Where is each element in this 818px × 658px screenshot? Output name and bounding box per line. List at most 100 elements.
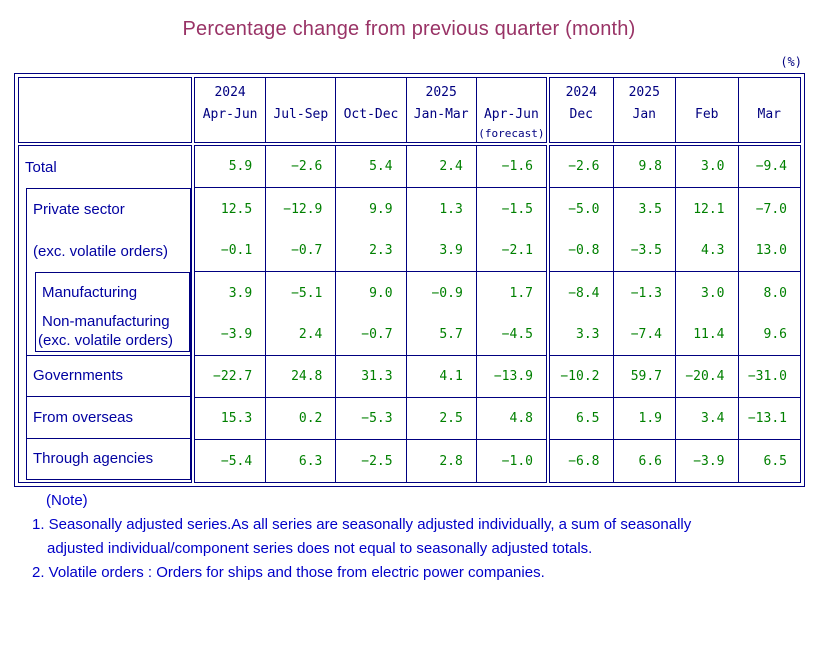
row-label-manufacturing: Manufacturing (42, 283, 138, 301)
data-cell: 8.0 (737, 272, 801, 314)
data-cell: −8.4 (568, 285, 600, 301)
col-period: Jan (632, 106, 656, 122)
col-period: Jul-Sep (273, 106, 329, 122)
row-total-quarters: 5.9 −2.6 5.4 2.4 −1.6 (195, 146, 546, 188)
month-values-body: −2.6 9.8 3.0 −9.4 −5.0 3.5 12.1 −7.0 −0.… (549, 145, 801, 483)
col-header-apr-jun-forecast: Apr-Jun (forecast) (475, 78, 546, 142)
quarter-values-body: 5.9 −2.6 5.4 2.4 −1.6 12.5 −12.9 9.9 1.3… (194, 145, 547, 483)
note-line-1: 1. Seasonally adjusted series.As all ser… (32, 516, 692, 533)
row-from-overseas-quarters: 15.3 0.2 −5.3 2.5 4.8 (195, 398, 546, 440)
data-cell: −5.3 (335, 398, 405, 439)
subcategory-box: Private sector (exc. volatile orders) Ma… (26, 188, 191, 480)
notes-heading: (Note) (46, 492, 88, 509)
row-from-overseas-months: 6.5 1.9 3.4 −13.1 (550, 398, 800, 440)
row-through-agencies-months: −6.8 6.6 −3.9 6.5 (550, 440, 800, 482)
row-private-sector-months: −5.0 3.5 12.1 −7.0 (550, 188, 800, 230)
data-cell: −2.6 (265, 146, 335, 187)
data-cell: −5.0 (568, 201, 600, 217)
data-cell: −6.8 (568, 453, 600, 469)
data-cell: −0.8 (568, 243, 600, 258)
data-cell: 1.3 (405, 188, 476, 230)
col-header-oct-dec: Oct-Dec (335, 78, 405, 142)
data-cell: −9.4 (737, 146, 801, 187)
data-cell: −13.1 (737, 398, 801, 439)
row-manufacturing-months: −8.4 −1.3 3.0 8.0 (550, 272, 800, 314)
data-cell: 1.7 (475, 272, 546, 314)
row-label-column: Total Private sector (exc. volatile orde… (18, 145, 192, 483)
col-period: Jan-Mar (413, 106, 469, 122)
data-cell: −22.7 (213, 369, 253, 384)
data-cell: 6.6 (612, 440, 676, 482)
row-label-non-manufacturing: Non-manufacturing (exc. volatile orders) (38, 313, 174, 350)
row-exc-volatile-quarters: −0.1 −0.7 2.3 3.9 −2.1 (195, 230, 546, 272)
data-cell: 12.5 (220, 201, 253, 217)
data-cell: −10.2 (560, 369, 600, 384)
data-cell: 2.4 (265, 314, 335, 355)
data-cell: 6.5 (576, 411, 600, 426)
data-cell: 3.3 (576, 327, 600, 342)
row-label-private-sector: Private sector (33, 201, 125, 219)
row-exc-volatile-months: −0.8 −3.5 4.3 13.0 (550, 230, 800, 272)
data-cell: 3.4 (675, 398, 738, 439)
data-cell: −31.0 (737, 356, 801, 397)
data-cell: 13.0 (737, 230, 801, 271)
data-cell: 5.4 (335, 146, 405, 187)
data-cell: −1.0 (475, 440, 546, 482)
data-cell: 12.1 (675, 188, 738, 230)
col-period: Apr-Jun (202, 106, 258, 122)
label-column-header (18, 77, 192, 143)
data-cell: 5.7 (405, 314, 476, 355)
data-cell: 4.1 (405, 356, 476, 397)
data-cell: −0.1 (220, 243, 253, 258)
col-period: Feb (695, 106, 719, 122)
notes-section: (Note) 1. Seasonally adjusted series.As … (0, 492, 691, 588)
data-cell: −7.4 (612, 314, 676, 355)
col-header-mar: Mar (737, 78, 801, 142)
data-cell: −3.9 (675, 440, 738, 482)
col-header-2025-jan-mar: 2025 Jan-Mar (405, 78, 476, 142)
col-period: Apr-Jun (483, 106, 539, 122)
data-cell: 1.9 (612, 398, 676, 439)
data-cell: 3.0 (675, 272, 738, 314)
col-sub: (forecast) (478, 127, 545, 140)
data-cell: 6.5 (737, 440, 801, 482)
data-cell: −5.1 (265, 272, 335, 314)
col-period: Oct-Dec (343, 106, 399, 122)
col-header-feb: Feb (675, 78, 738, 142)
data-cell: −0.9 (405, 272, 476, 314)
data-cell: 3.0 (675, 146, 738, 187)
row-total-months: −2.6 9.8 3.0 −9.4 (550, 146, 800, 188)
data-cell: −2.5 (335, 440, 405, 482)
data-cell: 9.8 (612, 146, 676, 187)
data-cell: 2.5 (405, 398, 476, 439)
row-private-sector-quarters: 12.5 −12.9 9.9 1.3 −1.5 (195, 188, 546, 230)
data-cell: −0.7 (335, 314, 405, 355)
data-cell: 6.3 (265, 440, 335, 482)
data-cell: −2.1 (475, 230, 546, 271)
col-year: 2024 (565, 84, 597, 100)
data-cell: 59.7 (612, 356, 676, 397)
data-cell: −2.6 (568, 159, 600, 174)
col-period: Mar (757, 106, 781, 122)
row-label-from-overseas: From overseas (27, 396, 190, 437)
row-label-through-agencies: Through agencies (27, 437, 190, 479)
row-label-governments: Governments (27, 354, 190, 396)
data-cell: −12.9 (265, 188, 335, 230)
data-cell: −3.9 (220, 327, 253, 342)
data-cell: 5.9 (228, 159, 253, 174)
row-manufacturing-quarters: 3.9 −5.1 9.0 −0.9 1.7 (195, 272, 546, 314)
data-cell: 24.8 (265, 356, 335, 397)
data-cell: −7.0 (737, 188, 801, 230)
data-cell: −1.5 (475, 188, 546, 230)
row-governments-months: −10.2 59.7 −20.4 −31.0 (550, 356, 800, 398)
table-grid: 2024 Apr-Jun Jul-Sep Oct-Dec 2025 Jan-Ma… (18, 77, 801, 483)
data-cell: 4.3 (675, 230, 738, 271)
data-cell: −4.5 (475, 314, 546, 355)
data-cell: 2.8 (405, 440, 476, 482)
data-cell: −13.9 (475, 356, 546, 397)
col-header-2025-jan: 2025 Jan (612, 78, 676, 142)
data-cell: 31.3 (335, 356, 405, 397)
data-cell: −1.6 (475, 146, 546, 187)
row-label-total: Total (25, 158, 57, 176)
